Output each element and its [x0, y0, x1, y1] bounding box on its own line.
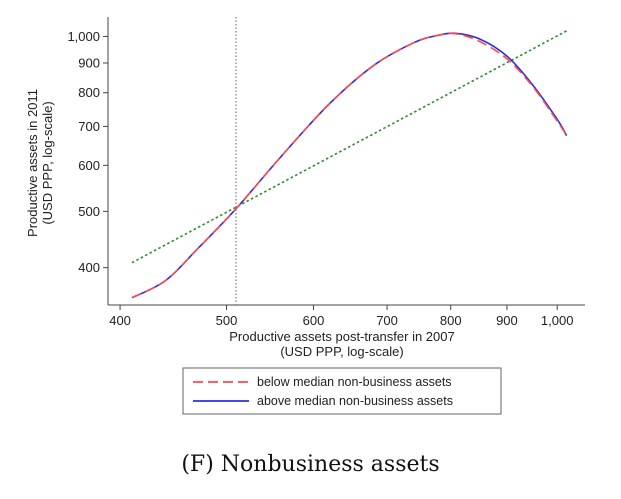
y-axis: 400 500 600 700 800 900 1,000 — [67, 17, 109, 305]
x-tick-label: 400 — [109, 313, 131, 328]
y-tick-label: 800 — [78, 85, 100, 100]
y-tick-label: 500 — [78, 204, 100, 219]
x-tick-label: 800 — [440, 313, 462, 328]
caption-label: (F) — [181, 452, 214, 477]
x-tick-label: 700 — [376, 313, 398, 328]
series-layer — [131, 17, 568, 305]
x-axis-title-line-1: Productive assets post-transfer in 2007 — [229, 329, 454, 344]
y-tick-label: 400 — [78, 260, 100, 275]
x-tick-label: 1,000 — [541, 313, 574, 328]
series-reference-line — [131, 30, 567, 264]
x-tick-label: 900 — [496, 313, 518, 328]
y-tick-label: 1,000 — [67, 29, 100, 44]
caption-text: Nonbusiness assets — [220, 452, 440, 477]
legend-label-above-median: above median non-business assets — [257, 394, 453, 408]
series-above-median-line — [131, 32, 568, 299]
x-tick-label: 600 — [303, 313, 325, 328]
y-axis-title-line-1: Productive assets in 2011 — [25, 89, 40, 237]
y-axis-title-line-2: (USD PPP, log-scale) — [40, 101, 55, 224]
figure-caption: (F) Nonbusiness assets — [0, 452, 621, 477]
x-axis: 400 500 600 700 800 900 1,000 — [108, 304, 585, 328]
legend: below median non-business assets above m… — [182, 367, 502, 415]
legend-label-below-median: below median non-business assets — [257, 375, 452, 389]
x-axis-title-line-2: (USD PPP, log-scale) — [280, 344, 403, 359]
y-tick-label: 700 — [78, 119, 100, 134]
legend-box — [182, 367, 502, 415]
x-tick-label: 500 — [216, 313, 238, 328]
y-tick-label: 900 — [78, 56, 100, 71]
y-tick-label: 600 — [78, 158, 100, 173]
series-below-median-line — [131, 32, 568, 299]
